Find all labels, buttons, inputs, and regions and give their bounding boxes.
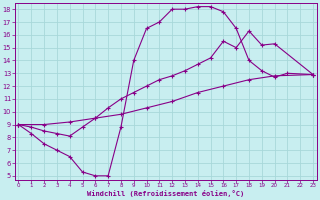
X-axis label: Windchill (Refroidissement éolien,°C): Windchill (Refroidissement éolien,°C) [87, 190, 244, 197]
